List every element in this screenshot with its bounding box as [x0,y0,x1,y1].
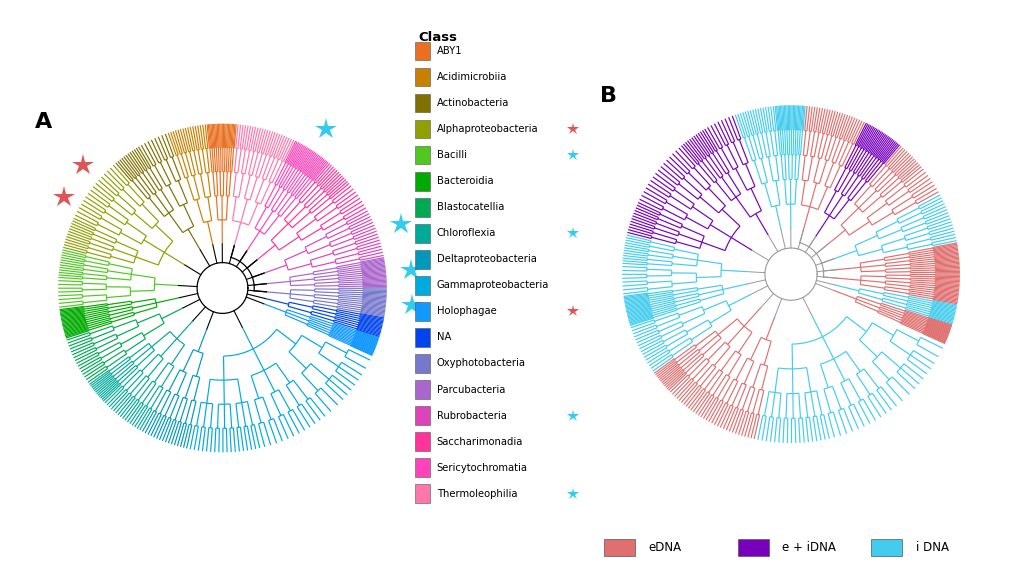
Bar [415,432,430,451]
Text: NA: NA [436,332,451,343]
Text: Oxyphotobacteria: Oxyphotobacteria [436,358,525,369]
Bar [415,146,430,165]
Bar [415,250,430,268]
Bar [737,539,769,556]
Bar [415,484,430,503]
Bar [415,354,430,373]
Text: e + iDNA: e + iDNA [782,541,836,554]
Bar [415,406,430,425]
Text: Class: Class [418,31,457,44]
Bar [415,328,430,347]
Bar [415,67,430,86]
Bar [415,302,430,321]
Text: eDNA: eDNA [648,541,682,554]
Bar [604,539,635,556]
Text: Gammaproteobacteria: Gammaproteobacteria [436,281,549,290]
Text: Holophagae: Holophagae [436,306,497,316]
Bar [415,198,430,217]
Text: Actinobacteria: Actinobacteria [436,98,509,108]
Bar [415,276,430,295]
Text: Parcubacteria: Parcubacteria [436,385,505,395]
Text: Chloroflexia: Chloroflexia [436,228,496,238]
Text: Bacilli: Bacilli [436,150,467,160]
Text: Rubrobacteria: Rubrobacteria [436,411,507,420]
Text: Alphaproteobacteria: Alphaproteobacteria [436,124,539,134]
Text: A: A [35,112,52,132]
Text: Acidimicrobiia: Acidimicrobiia [436,72,507,82]
Text: Saccharimonadia: Saccharimonadia [436,437,523,446]
Bar [871,539,902,556]
Bar [415,172,430,191]
Bar [415,380,430,399]
Bar [415,41,430,60]
Bar [415,120,430,138]
Text: Deltaproteobacteria: Deltaproteobacteria [436,254,537,264]
Bar [415,94,430,112]
Bar [415,458,430,477]
Text: ABY1: ABY1 [436,46,462,56]
Text: Bacteroidia: Bacteroidia [436,176,494,186]
Text: B: B [599,86,616,106]
Bar [415,224,430,242]
Text: Thermoleophilia: Thermoleophilia [436,488,517,499]
Text: Sericytochromatia: Sericytochromatia [436,463,527,473]
Text: Blastocatellia: Blastocatellia [436,202,504,212]
Text: i DNA: i DNA [915,541,949,554]
